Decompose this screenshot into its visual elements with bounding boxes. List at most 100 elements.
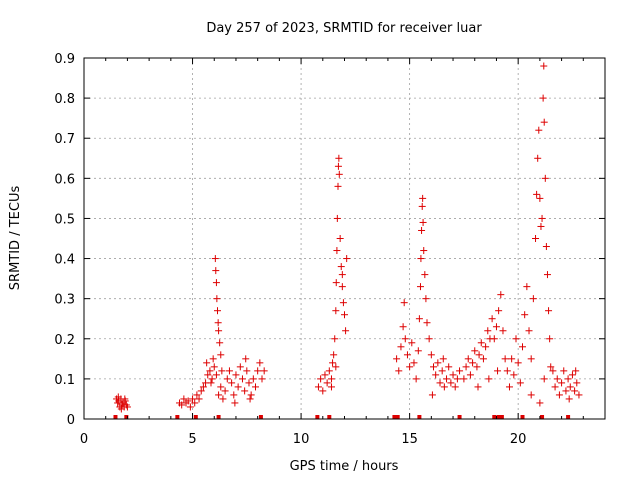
data-point [401,335,409,343]
data-point [571,387,579,395]
y-tick-label: 0.4 [54,253,75,268]
data-point [449,371,457,379]
data-point [529,295,537,303]
data-point [184,397,192,405]
y-tick-label: 0.9 [54,52,75,67]
data-point [397,343,405,351]
data-point [551,383,559,391]
data-point [540,375,548,383]
data-point [568,371,576,379]
data-point [549,367,557,375]
data-point [254,367,262,375]
data-point [210,363,218,371]
data-point [527,355,535,363]
data-point [193,391,201,399]
data-point [334,162,342,170]
data-point [195,395,203,403]
data-point [314,383,322,391]
data-point [566,383,574,391]
data-point [422,295,430,303]
data-point [393,355,401,363]
data-point [232,371,240,379]
data-point [336,235,344,242]
data-point [434,359,442,367]
data-point [332,363,340,371]
y-tick-label: 0 [67,413,75,428]
data-point [242,355,250,363]
x-tick-label: 5 [188,432,196,447]
data-point [400,299,408,307]
data-point [414,347,422,355]
baseline-marks [113,415,571,419]
data-point [219,395,227,403]
baseline-mark [540,415,545,419]
data-point [209,355,217,363]
data-point [430,363,438,371]
chart-title: Day 257 of 2023, SRMTID for receiver lua… [206,21,482,36]
data-point [510,371,518,379]
data-point [553,375,561,383]
data-point [438,367,446,375]
data-point [339,299,347,307]
data-point [485,375,493,383]
data-point [212,279,220,287]
data-point [462,363,470,371]
data-point [519,343,527,351]
baseline-mark [457,415,462,419]
data-point [494,367,502,375]
data-point [178,401,186,409]
data-point [335,154,343,162]
data-point [321,371,329,379]
data-point [540,118,548,126]
data-point [211,255,219,263]
data-point [319,387,327,395]
data-point [215,327,223,335]
baseline-mark [315,415,320,419]
data-point [260,367,268,375]
data-point [186,403,194,411]
data-point [231,399,239,407]
baseline-mark [175,415,180,419]
data-point [221,387,229,395]
data-point [495,307,503,315]
data-point [332,279,340,287]
data-point [538,214,546,222]
data-point [565,395,573,403]
data-point [555,391,563,399]
data-point [258,375,266,383]
data-point [408,339,416,347]
baseline-mark [392,415,397,419]
data-point [417,255,425,263]
baseline-mark [520,415,525,419]
data-point [427,351,435,359]
data-point [420,247,428,255]
data-point [216,339,224,347]
data-point [514,359,522,367]
data-point [545,307,553,315]
data-point [475,351,483,359]
data-point [421,271,429,279]
data-point [416,283,424,291]
data-point [117,405,125,413]
baseline-mark [216,415,221,419]
data-point [512,335,520,343]
data-point [447,379,455,387]
data-point [247,391,255,399]
data-point [440,383,448,391]
data-point [505,383,513,391]
data-point [317,375,325,383]
data-point [213,295,221,303]
data-point [412,375,420,383]
data-point [540,62,548,70]
data-point [536,194,544,202]
data-point [327,383,335,391]
data-point [439,355,447,363]
data-point [395,367,403,375]
baseline-mark [124,415,129,419]
data-point [560,367,568,375]
data-point [425,335,433,343]
data-point [329,359,337,367]
data-point [218,367,226,375]
data-point [471,347,479,355]
